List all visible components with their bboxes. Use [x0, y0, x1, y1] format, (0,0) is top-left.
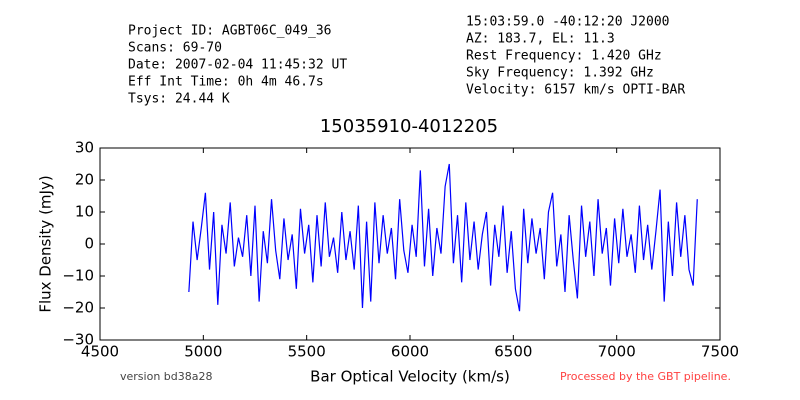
header-right-line: Rest Frequency: 1.420 GHz: [466, 49, 662, 64]
x-tick-label: 7000: [598, 343, 636, 361]
y-tick-label: −30: [62, 331, 94, 349]
y-tick-label: 0: [84, 235, 94, 253]
x-tick-label: 5500: [288, 343, 326, 361]
header-right-line: 15:03:59.0 -40:12:20 J2000: [466, 15, 670, 30]
plot-frame: [99, 147, 721, 341]
header: Project ID: AGBT06C_049_36 Scans: 69-70 …: [128, 15, 685, 107]
y-tick-label: 20: [75, 171, 94, 189]
chart-title: 15035910-4012205: [320, 116, 498, 137]
y-tick-label: 10: [75, 203, 94, 221]
x-axis-label: Bar Optical Velocity (km/s): [310, 368, 510, 386]
header-right-line: AZ: 183.7, EL: 11.3: [466, 32, 615, 47]
y-tick-label: −10: [62, 267, 94, 285]
header-left-line: Tsys: 24.44 K: [128, 92, 230, 107]
header-left-line: Project ID: AGBT06C_049_36: [128, 24, 332, 39]
header-left-line: Date: 2007-02-04 11:45:32 UT: [128, 58, 347, 73]
spectrum-line: [188, 163, 698, 312]
x-tick-label: 4500: [81, 343, 119, 361]
header-left-line: Eff Int Time: 0h 4m 46.7s: [128, 75, 324, 90]
x-tick-label: 7500: [701, 343, 739, 361]
x-tick-label: 6000: [391, 343, 429, 361]
header-right-line: Velocity: 6157 km/s OPTI-BAR: [466, 83, 685, 98]
header-right-line: Sky Frequency: 1.392 GHz: [466, 66, 654, 81]
y-tick-label: 30: [75, 139, 94, 157]
version: version bd38a28: [120, 370, 213, 383]
x-tick-label: 5000: [184, 343, 222, 361]
header-left-line: Scans: 69-70: [128, 41, 222, 56]
pipeline-note: Processed by the GBT pipeline.: [560, 370, 731, 383]
y-axis-label: Flux Density (mJy): [37, 175, 55, 312]
y-tick-label: −20: [62, 299, 94, 317]
x-tick-label: 6500: [494, 343, 532, 361]
